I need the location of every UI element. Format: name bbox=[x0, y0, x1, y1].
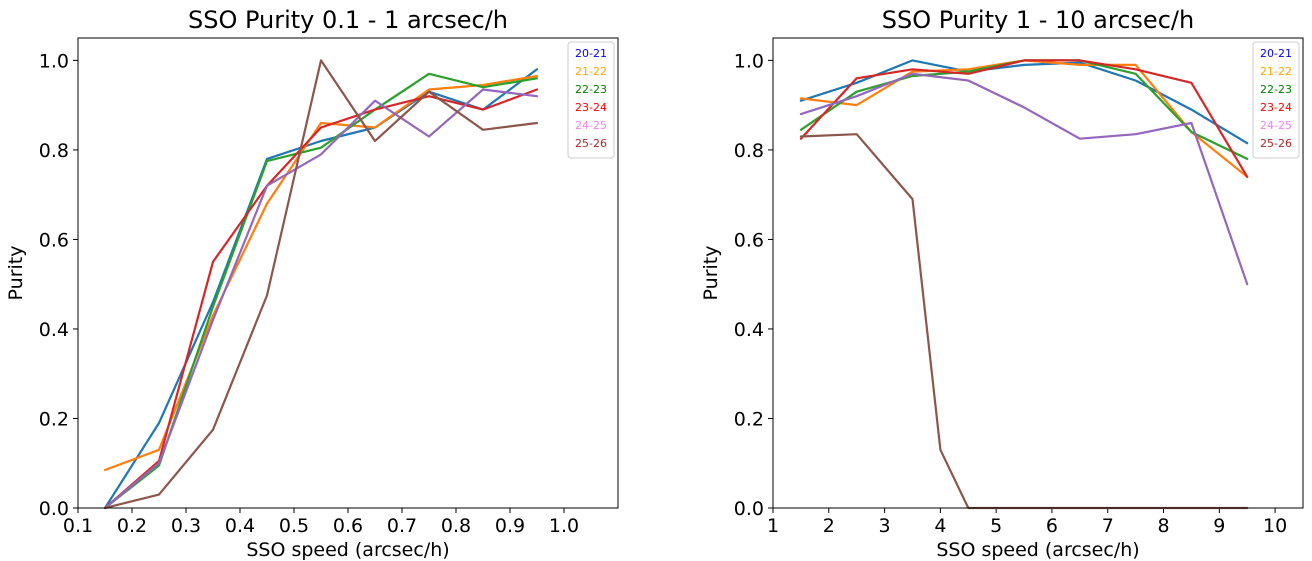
y-tick-label: 0.2 bbox=[39, 408, 69, 430]
series-line-24-25 bbox=[799, 72, 1249, 286]
legend-entry: 22-23 bbox=[575, 83, 607, 96]
x-tick-label: 1 bbox=[767, 515, 779, 537]
x-tick-label: 0.9 bbox=[495, 515, 525, 537]
legend-entry: 21-22 bbox=[575, 65, 607, 78]
x-tick-label: 2 bbox=[823, 515, 835, 537]
series-line-20-21 bbox=[799, 59, 1249, 145]
x-tick-label: 0.7 bbox=[387, 515, 417, 537]
y-axis-label: Purity bbox=[5, 246, 27, 301]
series-line-24-25 bbox=[103, 88, 539, 510]
y-axis-label: Purity bbox=[700, 246, 722, 301]
x-tick-label: 0.4 bbox=[225, 515, 255, 537]
y-tick-label: 0.8 bbox=[734, 140, 764, 162]
series-line-22-23 bbox=[799, 59, 1249, 160]
y-tick-label: 1.0 bbox=[39, 50, 69, 72]
x-tick-label: 0.6 bbox=[333, 515, 363, 537]
x-tick-label: 5 bbox=[990, 515, 1002, 537]
x-tick-label: 0.2 bbox=[117, 515, 147, 537]
series-line-23-24 bbox=[103, 88, 539, 510]
x-tick-label: 0.1 bbox=[63, 515, 93, 537]
x-tick-label: 7 bbox=[1102, 515, 1114, 537]
x-axis-label: SSO speed (arcsec/h) bbox=[246, 539, 449, 561]
x-axis-label: SSO speed (arcsec/h) bbox=[936, 539, 1139, 561]
series-line-23-24 bbox=[799, 59, 1249, 178]
series-line-25-26 bbox=[103, 59, 539, 510]
x-tick-label: 1.0 bbox=[549, 515, 579, 537]
legend-entry: 24-25 bbox=[575, 119, 607, 132]
x-tick-label: 4 bbox=[934, 515, 946, 537]
chart-title: SSO Purity 0.1 - 1 arcsec/h bbox=[188, 6, 508, 34]
x-tick-label: 0.3 bbox=[171, 515, 201, 537]
plot-frame bbox=[77, 37, 619, 509]
series-line-25-26 bbox=[799, 133, 1249, 510]
legend-entry: 21-22 bbox=[1260, 65, 1292, 78]
series-line-22-23 bbox=[103, 72, 539, 510]
legend-entry: 20-21 bbox=[575, 47, 607, 60]
y-tick-label: 0.4 bbox=[39, 319, 69, 341]
legend-entry: 25-26 bbox=[1260, 137, 1292, 150]
legend-entry: 25-26 bbox=[575, 137, 607, 150]
legend-entry: 20-21 bbox=[1260, 47, 1292, 60]
y-tick-label: 1.0 bbox=[734, 50, 764, 72]
series-line-20-21 bbox=[103, 68, 539, 510]
x-tick-label: 0.5 bbox=[279, 515, 309, 537]
chart-title: SSO Purity 1 - 10 arcsec/h bbox=[882, 6, 1194, 34]
legend-box bbox=[1252, 41, 1300, 159]
y-tick-label: 0.2 bbox=[734, 408, 764, 430]
y-tick-label: 0.0 bbox=[39, 498, 69, 520]
x-tick-label: 6 bbox=[1046, 515, 1058, 537]
x-tick-label: 0.8 bbox=[441, 515, 471, 537]
legend-entry: 23-24 bbox=[575, 101, 607, 114]
x-tick-label: 8 bbox=[1157, 515, 1169, 537]
legend-box bbox=[567, 41, 615, 159]
x-tick-label: 3 bbox=[879, 515, 891, 537]
y-tick-label: 0.4 bbox=[734, 319, 764, 341]
legend-entry: 23-24 bbox=[1260, 101, 1292, 114]
legend-entry: 22-23 bbox=[1260, 83, 1292, 96]
y-tick-label: 0.6 bbox=[734, 229, 764, 251]
y-tick-label: 0.0 bbox=[734, 498, 764, 520]
legend-entry: 24-25 bbox=[1260, 119, 1292, 132]
x-tick-label: 10 bbox=[1263, 515, 1287, 537]
y-tick-label: 0.8 bbox=[39, 140, 69, 162]
y-tick-label: 0.6 bbox=[39, 229, 69, 251]
x-tick-label: 9 bbox=[1213, 515, 1225, 537]
plot-frame bbox=[772, 37, 1304, 509]
series-line-21-22 bbox=[103, 74, 539, 472]
